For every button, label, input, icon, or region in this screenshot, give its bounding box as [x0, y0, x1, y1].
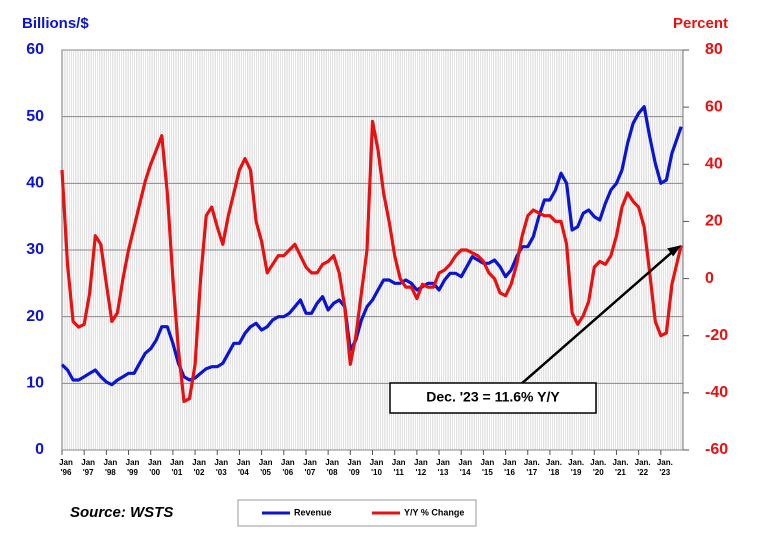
- x-tick-label: Jan '12: [414, 458, 428, 477]
- x-tick-label: Jan '05: [259, 458, 273, 477]
- y2-tick-label: -60: [705, 441, 728, 458]
- x-tick-label: Jan. '22: [635, 458, 651, 477]
- y-tick-label: 10: [26, 375, 44, 392]
- source: Source: WSTS: [70, 504, 173, 521]
- x-tick-label: Jan '00: [148, 458, 162, 477]
- x-tick-label: Jan '16: [503, 458, 517, 477]
- x-tick-label: Jan. '19: [568, 458, 584, 477]
- x-tick-label: Jan '15: [480, 458, 494, 477]
- y2-tick-label: 40: [705, 156, 723, 173]
- x-tick-label: Jan '01: [170, 458, 184, 477]
- y-tick-label: 60: [26, 41, 44, 58]
- x-tick-label: Jan '03: [214, 458, 228, 477]
- x-tick-label: Jan '97: [81, 458, 95, 477]
- y2-tick-label: 80: [705, 41, 723, 58]
- legend-label: Y/Y % Change: [404, 507, 464, 517]
- x-tick-label: Jan. '17: [524, 458, 540, 477]
- x-tick-label: Jan '06: [281, 458, 295, 477]
- x-tick-label: Jan '09: [347, 458, 361, 477]
- x-tick-label: Jan '04: [237, 458, 251, 477]
- x-tick-label: Jan. '23: [657, 458, 673, 477]
- annotation: Dec. '23 = 11.6% Y/Y: [426, 389, 560, 405]
- x-tick-label: Jan. '18: [546, 458, 562, 477]
- y-axis-title: Billions/$: [22, 15, 89, 32]
- y-tick-label: 20: [26, 308, 44, 325]
- series-line: [60, 119, 683, 403]
- x-tick-label: Jan '07: [303, 458, 317, 477]
- y2-tick-label: -20: [705, 327, 728, 344]
- x-tick-label: Jan '96: [59, 458, 73, 477]
- x-tick-label: Jan. '20: [590, 458, 606, 477]
- y2-axis-title: Percent: [673, 15, 728, 32]
- annotation-box: [389, 382, 597, 414]
- y-tick-label: 40: [26, 175, 44, 192]
- x-tick-label: Jan '13: [436, 458, 450, 477]
- x-tick-label: Jan '11: [392, 458, 406, 477]
- annotation-arrow: [519, 248, 676, 386]
- legend-label: Revenue: [294, 507, 332, 517]
- y-tick-label: 50: [26, 108, 44, 125]
- x-tick-label: Jan. '21: [612, 458, 628, 477]
- y2-tick-label: -40: [705, 384, 728, 401]
- arrow-head: [667, 245, 682, 257]
- y2-tick-label: 0: [705, 270, 714, 287]
- x-tick-label: Jan '99: [126, 458, 140, 477]
- series-line: [60, 105, 683, 387]
- y-tick-label: 30: [26, 241, 44, 258]
- x-tick-label: Jan '10: [370, 458, 384, 477]
- x-tick-label: Jan '02: [192, 458, 206, 477]
- x-tick-label: Jan '14: [458, 458, 472, 477]
- y-tick-label: 0: [35, 441, 44, 458]
- y2-tick-label: 20: [705, 213, 723, 230]
- y2-tick-label: 60: [705, 98, 723, 115]
- x-tick-label: Jan '08: [325, 458, 339, 477]
- x-tick-label: Jan '98: [103, 458, 117, 477]
